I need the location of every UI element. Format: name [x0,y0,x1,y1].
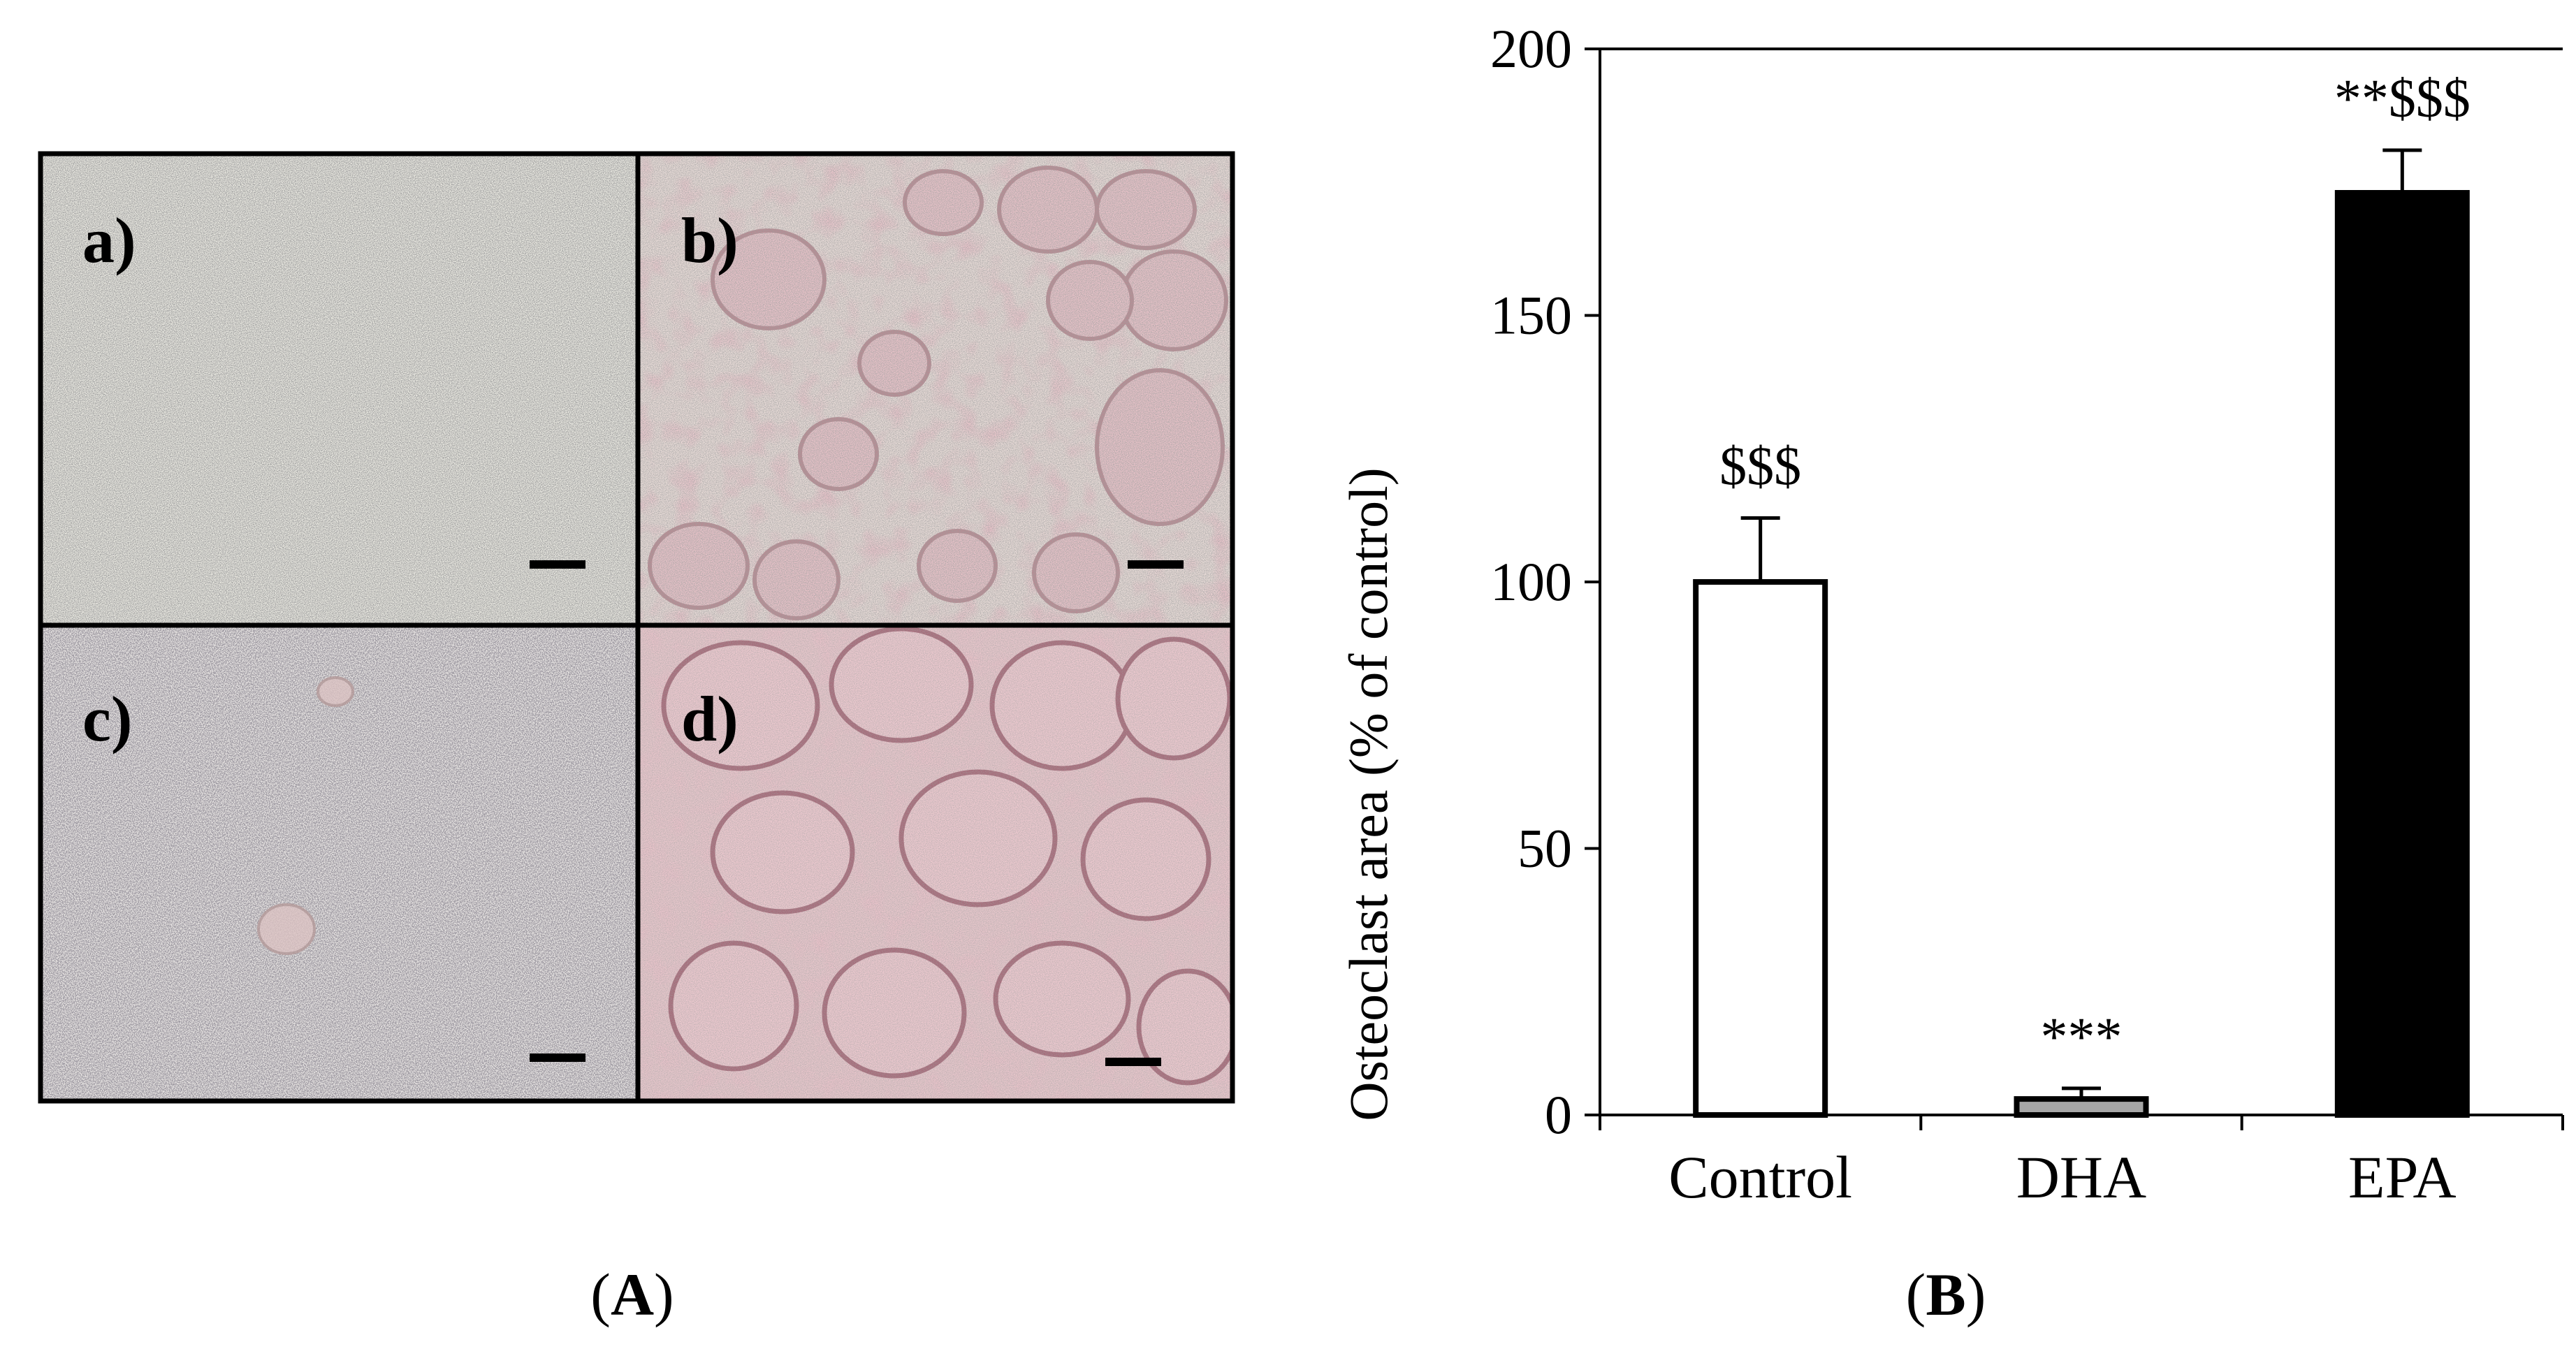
x-tick-label-control: Control [1668,1144,1852,1211]
error-bars [1740,148,2422,1100]
bar-epa [2334,190,2470,1118]
y-tick-label: 50 [1518,818,1572,879]
x-tick-label-epa: EPA [2348,1144,2457,1211]
micrograph-b [640,155,1231,623]
y-tick-label: 200 [1490,18,1572,79]
micrograph-d [640,627,1231,1100]
subpanel-label-a: a) [82,205,136,276]
panel-b-caption: (B) [1906,1261,1986,1328]
y-tick-label: 0 [1545,1084,1572,1145]
scale-bar-a [530,560,585,569]
scale-bar-d [1105,1058,1161,1066]
bars [1693,190,2470,1118]
significance-annotations: $$$ *** **$$$ [1719,68,2471,1067]
micrograph-a [42,155,636,623]
scale-bar-b [1128,560,1184,569]
y-tick-label: 150 [1490,285,1572,346]
y-axis: 0 50 100 150 200 [1490,18,2563,1145]
micrograph-panel: a) b) c) d) [38,151,1235,1104]
scale-bar-c [530,1053,585,1062]
micrograph-c [42,627,636,1100]
y-tick-label: 100 [1490,551,1572,612]
annotation-epa: **$$$ [2334,68,2471,129]
subpanel-label-b: b) [681,205,738,276]
annotation-dha: *** [2041,1006,2123,1067]
bar-chart: 0 50 100 150 200 Control DHA EPA $$$ *** **$$$ O… [1338,18,2564,1211]
x-axis: Control DHA EPA [1599,1114,2564,1211]
bar-control [1693,579,1828,1118]
subpanel-label-d: d) [681,683,738,754]
x-tick-label-dha: DHA [2016,1144,2146,1211]
y-axis-label: Osteoclast area (% of control) [1338,467,1399,1121]
subpanel-label-c: c) [82,683,132,754]
panel-a-caption: (A) [590,1261,674,1328]
bar-dha [2014,1096,2149,1118]
annotation-control: $$$ [1719,435,1801,496]
